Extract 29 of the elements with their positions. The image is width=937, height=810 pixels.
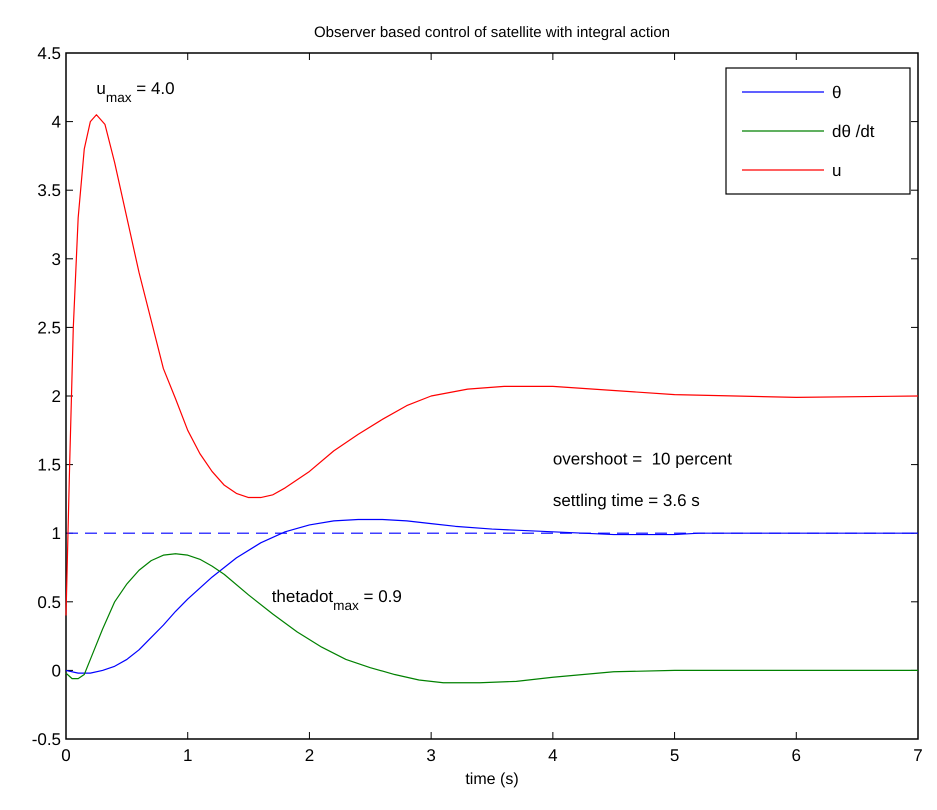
legend-label: θ (832, 82, 842, 102)
y-tick-label: 0.5 (37, 592, 61, 612)
x-tick-label: 1 (182, 746, 192, 765)
y-tick-label: 3 (52, 250, 61, 269)
annotation: overshoot = 10 percent (552, 450, 732, 469)
legend-label: u (832, 160, 842, 180)
line-series (65, 114, 919, 616)
x-tick-label: 6 (792, 746, 802, 765)
x-tick-label: 2 (304, 746, 314, 765)
y-tick-label: 4.5 (37, 44, 61, 63)
y-tick-label: -0.5 (32, 730, 61, 749)
y-tick-label: 4 (52, 112, 61, 132)
chart-title: Observer based control of satellite with integral action (314, 24, 670, 41)
x-tick-label: 3 (426, 746, 436, 765)
y-tick-label: 2.5 (37, 318, 61, 338)
annotation: thetadot$_{max}$ = 0.9 (272, 586, 402, 612)
annotation: u$_{max}$ = 4.0 (96, 79, 175, 105)
line-series (65, 553, 919, 684)
x-axis-title: time (s) (465, 771, 519, 788)
y-tick-label: 0 (52, 661, 61, 680)
y-tick-label: 3.5 (37, 181, 61, 200)
x-tick-label: 5 (670, 746, 680, 765)
legend-label: dθ /dt (832, 122, 875, 141)
y-tick-label: 2 (52, 386, 61, 406)
x-tick-label: 7 (913, 746, 923, 765)
y-tick-label: 1.5 (37, 456, 61, 475)
y-tick-label: 1 (52, 524, 61, 544)
annotation: settling time = 3.6 s (552, 490, 700, 510)
x-tick-label: 4 (548, 746, 558, 765)
